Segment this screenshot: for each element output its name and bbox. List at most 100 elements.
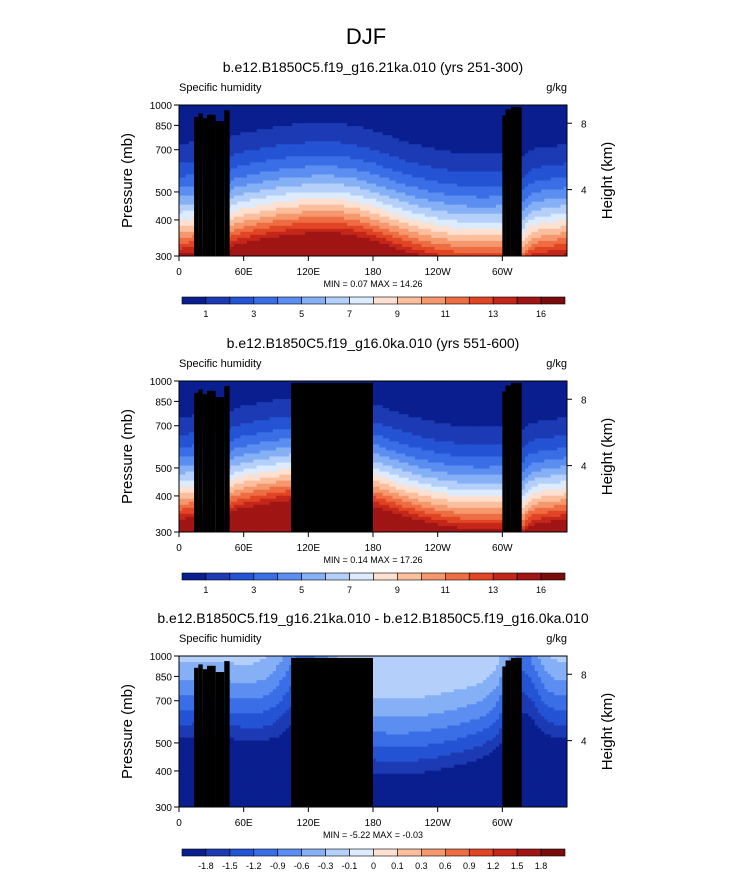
field-cell <box>243 156 248 160</box>
field-cell <box>353 186 358 191</box>
field-cell <box>318 120 322 124</box>
field-cell <box>402 132 406 136</box>
field-cell <box>185 150 190 154</box>
field-cell <box>343 192 348 197</box>
field-cell <box>379 204 384 209</box>
field-cell <box>463 210 468 215</box>
field-cell <box>240 117 245 121</box>
field-cell <box>424 177 429 182</box>
field-cell <box>544 222 549 227</box>
field-cell <box>499 210 503 215</box>
field-cell <box>395 204 400 209</box>
field-cell <box>237 177 242 182</box>
field-cell <box>185 111 190 115</box>
field-cell <box>279 144 284 148</box>
field-cell <box>266 216 271 221</box>
field-cell <box>463 207 468 212</box>
field-cell <box>541 114 545 118</box>
field-cell <box>269 153 274 157</box>
field-cell <box>188 144 193 148</box>
field-cell <box>305 144 309 148</box>
field-cell <box>440 135 445 139</box>
field-cell <box>402 171 406 176</box>
field-cell <box>392 171 397 176</box>
field-cell <box>182 174 187 179</box>
field-cell <box>318 147 322 151</box>
field-cell <box>489 156 494 160</box>
field-cell <box>557 201 562 206</box>
field-cell <box>282 222 287 227</box>
field-cell <box>230 183 235 188</box>
field-cell <box>385 198 390 203</box>
field-cell <box>486 198 490 203</box>
field-cell <box>554 117 558 121</box>
field-cell <box>470 174 474 179</box>
field-cell <box>195 114 199 118</box>
field-cell <box>337 117 342 121</box>
field-cell <box>418 186 423 191</box>
field-cell <box>356 153 361 157</box>
field-cell <box>405 213 410 218</box>
field-cell <box>550 186 555 191</box>
field-cell <box>343 111 348 115</box>
field-cell <box>554 153 558 157</box>
field-cell <box>554 171 558 176</box>
field-cell <box>557 213 562 218</box>
field-cell <box>243 132 248 136</box>
field-cell <box>250 141 254 145</box>
field-cell <box>369 108 374 112</box>
field-cell <box>418 165 423 170</box>
field-cell <box>301 228 306 233</box>
field-cell <box>301 201 306 206</box>
field-cell <box>318 156 322 160</box>
field-cell <box>334 168 339 173</box>
field-cell <box>482 198 487 203</box>
field-cell <box>266 177 271 182</box>
field-cell <box>479 207 484 212</box>
field-cell <box>179 117 183 121</box>
field-cell <box>311 129 316 133</box>
field-cell <box>330 150 335 154</box>
field-cell <box>489 111 494 115</box>
field-cell <box>363 189 368 194</box>
field-cell <box>411 132 416 136</box>
field-cell <box>301 162 306 166</box>
field-cell <box>473 201 478 206</box>
field-cell <box>470 138 474 142</box>
field-cell <box>457 114 461 118</box>
field-cell <box>486 177 490 182</box>
field-cell <box>269 192 274 197</box>
field-cell <box>182 126 187 130</box>
field-cell <box>563 162 567 166</box>
field-cell <box>560 111 565 115</box>
field-cell <box>298 144 303 148</box>
field-cell <box>450 216 455 221</box>
field-cell <box>466 156 471 160</box>
field-cell <box>269 117 274 121</box>
field-cell <box>541 132 545 136</box>
field-cell <box>324 105 329 109</box>
field-cell <box>405 201 410 206</box>
field-cell <box>350 147 355 151</box>
field-cell <box>340 186 345 191</box>
field-cell <box>366 129 371 133</box>
field-cell <box>411 192 416 197</box>
field-cell <box>492 195 497 200</box>
field-cell <box>489 219 494 224</box>
field-cell <box>272 201 277 206</box>
field-cell <box>340 141 345 145</box>
field-cell <box>447 105 452 109</box>
field-cell <box>321 210 326 215</box>
field-cell <box>482 189 487 194</box>
field-cell <box>434 153 439 157</box>
field-cell <box>282 126 287 130</box>
field-cell <box>547 120 552 124</box>
field-cell <box>182 198 187 203</box>
field-cell <box>379 126 384 130</box>
field-cell <box>392 228 397 233</box>
field-cell <box>246 225 251 230</box>
field-cell <box>486 132 490 136</box>
field-cell <box>528 153 533 157</box>
field-cell <box>411 114 416 118</box>
field-cell <box>453 201 458 206</box>
